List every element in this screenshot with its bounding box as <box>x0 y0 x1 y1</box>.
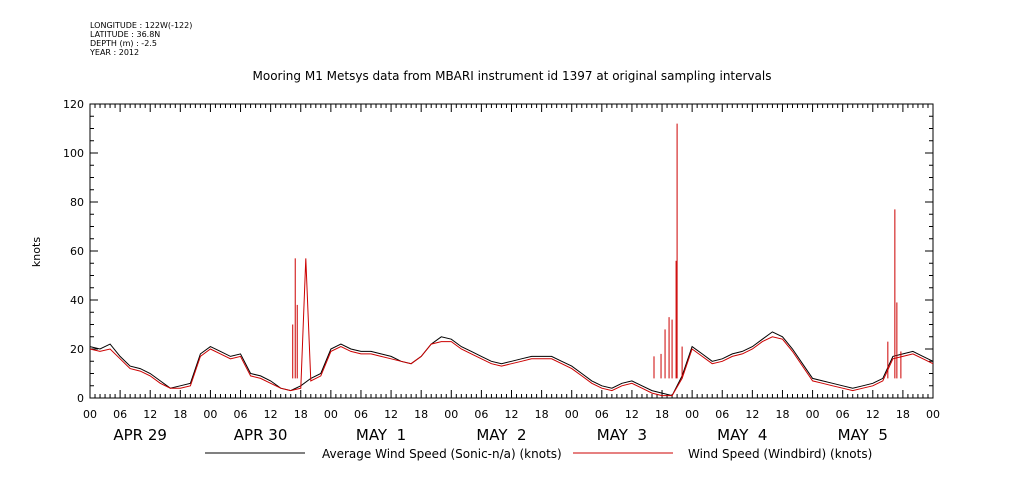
depth-label: DEPTH (m) : -2.5 <box>90 39 157 48</box>
y-tick-labels: 0 20 40 60 80 100 120 <box>63 98 84 405</box>
x-tick-label: 12 <box>505 408 519 421</box>
x-tick-label: 12 <box>384 408 398 421</box>
x-tick-label: 06 <box>354 408 368 421</box>
x-tick-label: 12 <box>866 408 880 421</box>
year-label: YEAR : 2012 <box>90 48 140 57</box>
y-tick-label: 120 <box>63 98 84 111</box>
longitude-label: LONGITUDE : 122W(-122) <box>90 21 193 30</box>
x-tick-label: 12 <box>264 408 278 421</box>
x-tick-label: 00 <box>83 408 97 421</box>
x-tick-label: 00 <box>324 408 338 421</box>
data-series <box>89 123 934 397</box>
y-tick-label: 40 <box>70 294 84 307</box>
x-tick-label: 18 <box>294 408 308 421</box>
day-label: MAY 1 <box>356 426 406 444</box>
x-tick-label: 06 <box>715 408 729 421</box>
day-labels: APR 29 APR 30 MAY 1 MAY 2 MAY 3 MAY 4 MAY 5 <box>113 426 888 444</box>
y-tick-label: 80 <box>70 196 84 209</box>
series-line-sonic <box>89 331 934 397</box>
y-tick-label: 60 <box>70 245 84 258</box>
x-tick-label: 12 <box>143 408 157 421</box>
day-label: MAY 2 <box>476 426 526 444</box>
day-label: MAY 5 <box>838 426 888 444</box>
x-tick-label: 06 <box>836 408 850 421</box>
x-tick-label: 18 <box>655 408 669 421</box>
y-tick-label: 100 <box>63 147 84 160</box>
x-tick-label: 18 <box>896 408 910 421</box>
axis-ticks <box>89 103 934 399</box>
x-tick-label: 06 <box>113 408 127 421</box>
x-tick-label: 06 <box>234 408 248 421</box>
legend-label-windbird: Wind Speed (Windbird) (knots) <box>688 447 872 461</box>
x-tick-label: 00 <box>565 408 579 421</box>
x-tick-label: 00 <box>444 408 458 421</box>
legend: Average Wind Speed (Sonic-n/a) (knots) W… <box>205 447 872 461</box>
legend-label-sonic: Average Wind Speed (Sonic-n/a) (knots) <box>322 447 562 461</box>
day-label: MAY 4 <box>717 426 767 444</box>
x-tick-label: 00 <box>685 408 699 421</box>
x-tick-label: 00 <box>926 408 940 421</box>
x-tick-label: 12 <box>745 408 759 421</box>
series-line-windbird <box>89 258 934 397</box>
y-tick-label: 20 <box>70 343 84 356</box>
day-label: APR 30 <box>234 426 288 444</box>
latitude-label: LATITUDE : 36.8N <box>90 30 161 39</box>
x-tick-label: 00 <box>203 408 217 421</box>
x-tick-label: 12 <box>625 408 639 421</box>
x-tick-labels: 00 06 12 18 00 06 12 18 00 06 12 18 00 06 12 18 00 06 12 18… <box>83 408 940 421</box>
x-tick-label: 18 <box>535 408 549 421</box>
day-label: APR 29 <box>113 426 167 444</box>
plot-frame <box>89 103 934 399</box>
x-tick-label: 06 <box>474 408 488 421</box>
x-tick-label: 18 <box>414 408 428 421</box>
x-tick-label: 06 <box>595 408 609 421</box>
day-label: MAY 3 <box>597 426 647 444</box>
chart-title: Mooring M1 Metsys data from MBARI instru… <box>253 69 772 83</box>
x-tick-label: 18 <box>173 408 187 421</box>
metadata-block: LONGITUDE : 122W(-122) LATITUDE : 36.8N … <box>90 21 192 57</box>
x-tick-label: 00 <box>806 408 820 421</box>
y-axis-label: knots <box>30 237 43 267</box>
y-tick-label: 0 <box>77 392 84 405</box>
x-tick-label: 18 <box>775 408 789 421</box>
